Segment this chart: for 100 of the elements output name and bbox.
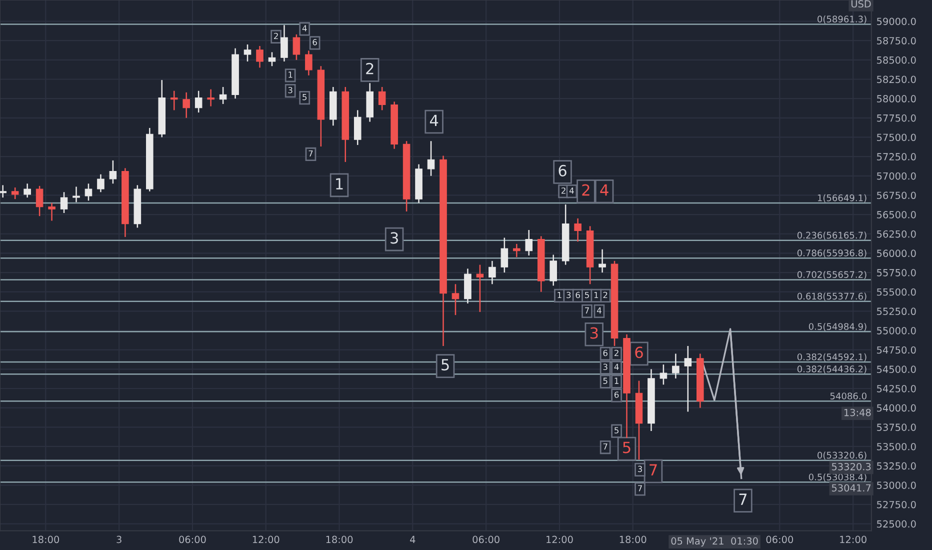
candlestick — [292, 34, 300, 61]
candlestick — [598, 248, 606, 274]
ref-line-label: 0.702(55657.2) — [797, 270, 866, 280]
annotation: 6 — [312, 39, 317, 46]
candlestick — [72, 186, 80, 203]
annotation: 53041.7 — [832, 484, 871, 492]
candlestick — [525, 229, 533, 256]
y-tick-label: 54750.0 — [877, 346, 916, 354]
annotation: 4 — [596, 307, 602, 314]
y-tick-label: 55000.0 — [877, 326, 916, 334]
ref-line-label: 0.382(54436.2) — [797, 365, 866, 374]
annotation: 5 — [442, 359, 449, 371]
candlestick — [170, 90, 178, 111]
y-tick-label: 52500.0 — [877, 520, 916, 528]
candlestick — [684, 345, 692, 412]
ref-line-label: 0.236(56165.7) — [797, 232, 866, 240]
annotation: 2 — [274, 32, 278, 40]
candlestick — [305, 50, 312, 76]
annotation: 2 — [366, 62, 374, 74]
annotation: 6 — [635, 346, 643, 358]
y-tick-label: 56500.0 — [877, 211, 916, 218]
candlestick — [244, 44, 252, 62]
ref-line-label: 0(58961.3) — [818, 16, 866, 24]
annotation: 53320.3 — [832, 462, 871, 470]
y-tick-label: 56000.0 — [877, 250, 916, 258]
candlestick — [219, 86, 227, 105]
annotation: 4 — [600, 184, 608, 196]
annotation: 5 — [614, 427, 618, 434]
ref-line-label: 0.5(53038.4) — [808, 473, 866, 482]
annotation: 5 — [623, 442, 630, 454]
y-tick-label: 58000.0 — [877, 95, 916, 102]
candlestick — [11, 186, 19, 200]
candlestick — [84, 182, 92, 202]
candlestick — [268, 52, 276, 67]
annotation: 3 — [390, 232, 398, 244]
annotation: 6 — [614, 392, 619, 398]
annotation: 2 — [603, 292, 608, 298]
annotation: 3 — [566, 292, 571, 298]
annotation: 6 — [603, 350, 608, 356]
x-tick-label: 18:00 — [620, 536, 646, 544]
ref-line-label: 0.618(55377.6) — [797, 292, 866, 301]
annotation: 1 — [288, 72, 292, 78]
annotation: 1 — [336, 178, 343, 190]
annotation: 1 — [594, 292, 598, 298]
x-tick-label: 06:00 — [179, 536, 206, 544]
candlestick — [513, 243, 520, 258]
annotation: 7 — [603, 443, 608, 450]
x-tick-label: 4 — [410, 536, 416, 543]
annotation: 4 — [430, 114, 438, 126]
candlestick — [476, 264, 484, 313]
y-tick-label: 53250.0 — [877, 462, 916, 470]
candlestick — [378, 86, 386, 111]
candlestick — [660, 364, 668, 386]
y-tick-label: 57750.0 — [877, 114, 916, 122]
annotation: 6 — [576, 292, 580, 298]
candlestick — [207, 88, 214, 107]
x-tick-label: 06:00 — [472, 536, 500, 544]
annotation: 5 — [302, 94, 307, 100]
candlestick — [672, 353, 680, 380]
y-tick-label: 54500.0 — [877, 366, 916, 373]
annotation: 1 — [558, 292, 562, 298]
x-tick-label: 12:00 — [840, 536, 866, 544]
candlestick — [182, 92, 190, 119]
y-tick-label: 56750.0 — [877, 192, 916, 200]
candlestick — [574, 218, 582, 242]
annotation: 3 — [638, 466, 642, 472]
ref-line-label: 0.786(55936.8) — [797, 249, 866, 258]
candlestick — [550, 254, 557, 286]
candlestick — [48, 202, 56, 222]
annotation: 7 — [308, 150, 313, 157]
annotation: 6 — [558, 164, 566, 176]
annotation: 7 — [638, 485, 642, 492]
y-tick-label: 53750.0 — [877, 424, 916, 431]
annotation: 1 — [614, 378, 618, 384]
x-tick-label: 12:00 — [546, 536, 573, 544]
candlestick — [0, 184, 6, 198]
candlestick — [109, 160, 117, 184]
y-tick-label: 56250.0 — [877, 230, 916, 238]
annotation: 5 — [603, 378, 608, 384]
candlestick — [194, 90, 202, 114]
y-tick-label: 58500.0 — [877, 56, 916, 64]
annotation: 4 — [302, 25, 307, 32]
y-tick-label: 53500.0 — [877, 442, 916, 450]
x-tick-label: 18:00 — [32, 536, 60, 544]
ref-line-label: 54086.0 — [830, 392, 866, 400]
ref-line-label: 0(53320.6) — [818, 452, 866, 460]
annotation: 7 — [739, 494, 747, 505]
candlestick — [24, 182, 31, 198]
candlestick — [280, 24, 288, 62]
candlestick — [427, 140, 435, 177]
y-tick-label: 54250.0 — [877, 384, 916, 392]
y-tick-label: 57250.0 — [877, 153, 916, 160]
annotation: 3 — [603, 364, 608, 370]
x-tick-label: 06:00 — [766, 536, 794, 544]
y-tick-label: 53000.0 — [877, 482, 916, 489]
annotation: 3 — [288, 86, 292, 94]
y-tick-label: 57500.0 — [877, 134, 916, 142]
text: 05 May '21 01:30 — [671, 537, 758, 547]
y-tick-label: 58250.0 — [877, 76, 916, 84]
y-tick-label: 55750.0 — [877, 269, 916, 276]
